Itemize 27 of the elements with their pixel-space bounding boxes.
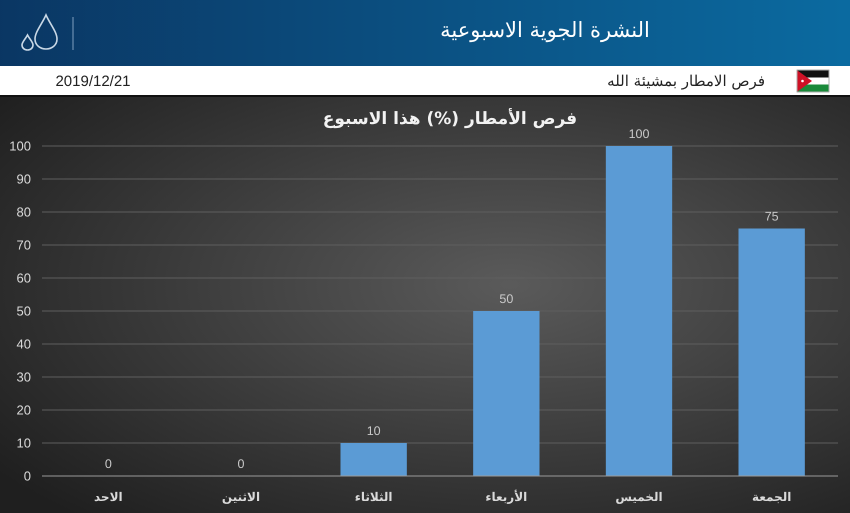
data-label: 50 xyxy=(499,292,514,306)
y-tick-label: 20 xyxy=(16,402,31,418)
y-tick-label: 80 xyxy=(16,204,31,220)
y-tick-label: 100 xyxy=(9,138,31,154)
y-tick-label: 30 xyxy=(16,370,31,384)
x-tick-label: الثلاثاء xyxy=(354,490,393,504)
data-label: 10 xyxy=(366,424,381,438)
x-tick-label: الخميس xyxy=(615,490,663,504)
y-tick-label: 60 xyxy=(16,270,31,286)
data-label: 0 xyxy=(238,457,245,471)
chart-subtitle: فرص الامطار بمشيئة الله xyxy=(607,72,765,90)
chart-title: فرص الأمطار (%) هذا الاسبوع xyxy=(322,107,578,129)
y-tick-label: 10 xyxy=(16,436,31,450)
text: النشرة الجوية الاسبوعية xyxy=(440,18,650,43)
y-tick-label: 90 xyxy=(16,172,31,186)
data-label: 0 xyxy=(104,457,112,471)
y-tick-label: 50 xyxy=(16,304,31,318)
x-tick-label: الأربعاء xyxy=(485,489,528,504)
x-tick-label: الجمعة xyxy=(752,490,792,504)
data-label: 100 xyxy=(628,127,650,141)
y-tick-label: 0 xyxy=(24,468,31,484)
x-tick-label: الاثنين xyxy=(222,490,260,504)
data-label: 75 xyxy=(764,210,779,224)
text: 2019/12/21 xyxy=(55,73,131,90)
x-tick-label: الاحد xyxy=(94,490,123,504)
y-tick-label: 40 xyxy=(16,336,31,352)
y-tick-label: 70 xyxy=(16,238,31,252)
